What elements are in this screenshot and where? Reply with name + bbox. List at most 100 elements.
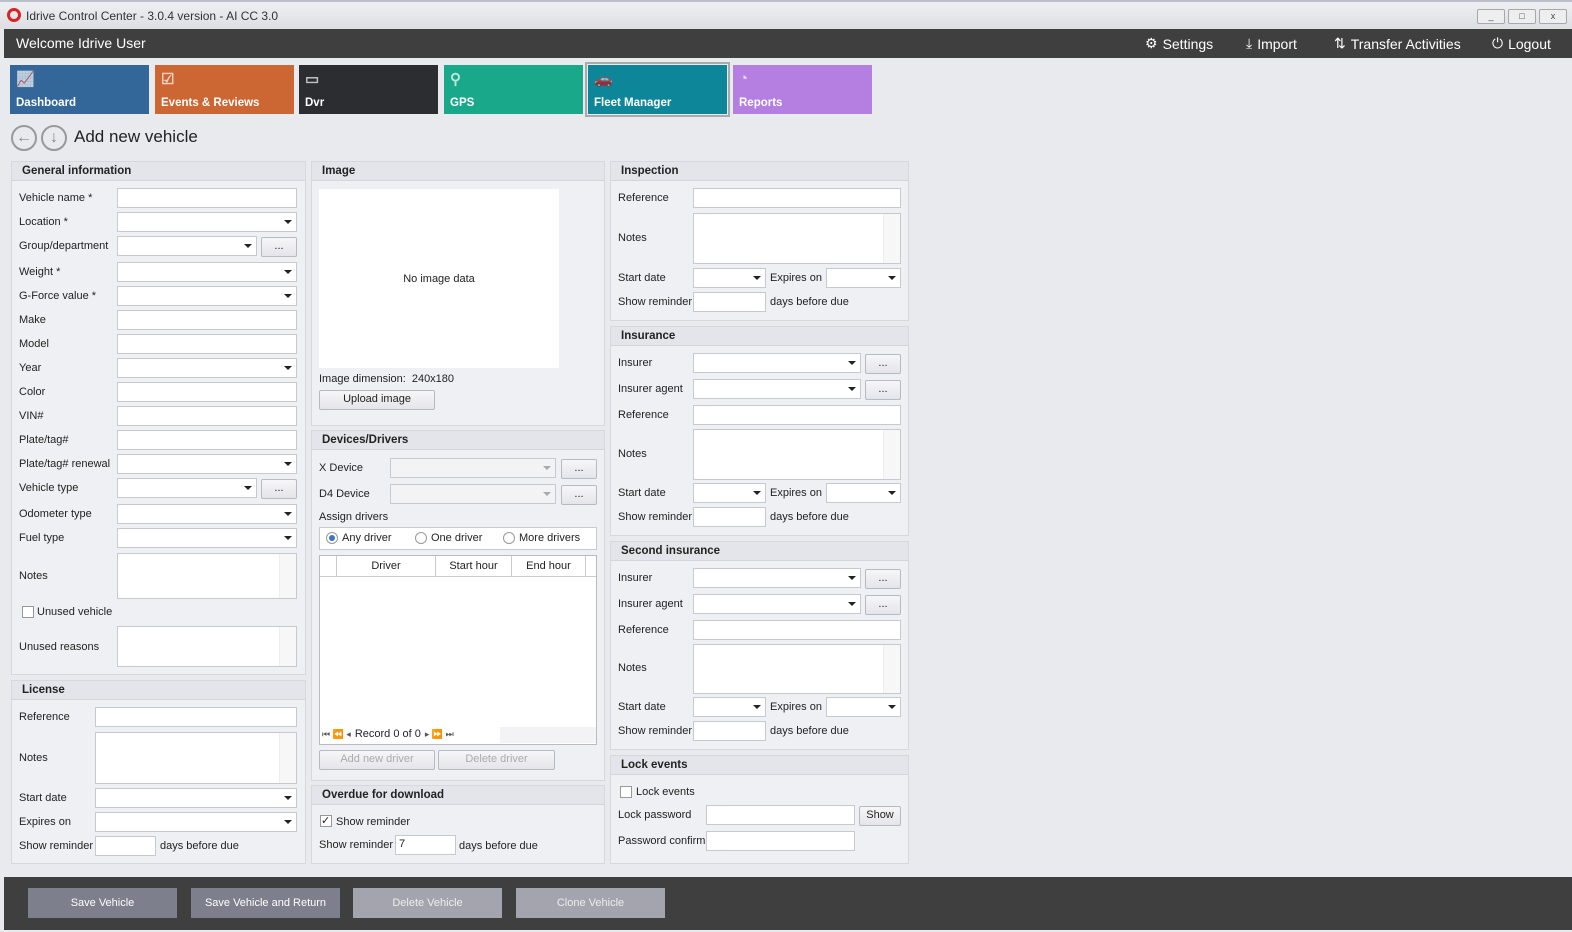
tile-events-reviews[interactable]: ☑ Events & Reviews	[155, 65, 294, 114]
label: Start date	[618, 487, 666, 499]
label: Location *	[19, 216, 68, 228]
one-driver-radio[interactable]	[415, 532, 427, 544]
transfer-activities-button[interactable]: ⇅ Transfer Activities	[1334, 35, 1461, 52]
clone-vehicle-button[interactable]: Clone Vehicle	[516, 888, 665, 918]
year-select[interactable]	[117, 358, 297, 378]
vehicle-type-more-button[interactable]: ...	[261, 479, 297, 499]
insurance-reminder-input[interactable]	[693, 507, 766, 527]
x-device-more-button[interactable]: ...	[561, 459, 597, 479]
label: Reference	[618, 624, 669, 636]
insurance-start-date[interactable]	[693, 483, 766, 503]
upload-image-button[interactable]: Upload image	[319, 390, 435, 410]
insurance-reference-input[interactable]	[693, 405, 901, 425]
inspection-expires-date[interactable]	[826, 268, 901, 288]
insurance-notes-textarea[interactable]	[693, 429, 901, 480]
second-insurance-reference-input[interactable]	[693, 620, 901, 640]
label: Show reminder	[618, 296, 692, 308]
license-expires-date[interactable]	[95, 812, 297, 832]
plate-input[interactable]	[117, 430, 297, 450]
column-start-hour[interactable]: Start hour	[435, 556, 511, 577]
save-vehicle-return-button[interactable]: Save Vehicle and Return	[191, 888, 340, 918]
fuel-select[interactable]	[117, 528, 297, 548]
insurer-more-button[interactable]: ...	[865, 354, 901, 374]
show-reminder-checkbox[interactable]: ✓	[320, 815, 332, 827]
x-device-select[interactable]	[390, 458, 556, 478]
second-insurer-agent-more-button[interactable]: ...	[865, 595, 901, 615]
any-driver-radio[interactable]	[326, 532, 338, 544]
minimize-button[interactable]: _	[1477, 9, 1505, 24]
insurer-agent-select[interactable]	[693, 379, 861, 399]
close-button[interactable]: x	[1539, 9, 1567, 24]
weight-select[interactable]	[117, 262, 297, 282]
gforce-select[interactable]	[117, 286, 297, 306]
overdue-reminder-input[interactable]: 7	[395, 835, 456, 855]
more-drivers-radio[interactable]	[503, 532, 515, 544]
unused-vehicle-checkbox[interactable]	[22, 606, 34, 618]
tile-dashboard[interactable]: 📈 Dashboard	[10, 65, 149, 114]
vehicle-type-select[interactable]	[117, 478, 257, 498]
down-icon[interactable]: ↓	[41, 125, 67, 151]
license-notes-textarea[interactable]	[95, 732, 297, 784]
inspection-reminder-input[interactable]	[693, 292, 766, 312]
insurer-select[interactable]	[693, 353, 861, 373]
delete-driver-button[interactable]: Delete driver	[438, 750, 555, 770]
title-bar: Idrive Control Center - 3.0.4 version - …	[0, 0, 1572, 29]
insurance-expires-date[interactable]	[826, 483, 901, 503]
notes-textarea[interactable]	[117, 553, 297, 599]
color-input[interactable]	[117, 382, 297, 402]
second-insurer-more-button[interactable]: ...	[865, 569, 901, 589]
second-insurer-agent-select[interactable]	[693, 594, 861, 614]
license-reference-input[interactable]	[95, 707, 297, 727]
save-vehicle-button[interactable]: Save Vehicle	[28, 888, 177, 918]
lock-events-checkbox[interactable]	[620, 786, 632, 798]
column-driver[interactable]: Driver	[336, 556, 435, 577]
add-new-driver-button[interactable]: Add new driver	[319, 750, 435, 770]
section-title: Insurance	[611, 327, 908, 346]
image-dimension-value: 240x180	[411, 373, 455, 385]
group-more-button[interactable]: ...	[261, 237, 297, 257]
show-password-button[interactable]: Show	[859, 806, 901, 826]
inspection-reference-input[interactable]	[693, 188, 901, 208]
odometer-select[interactable]	[117, 504, 297, 524]
pie-chart-icon: ◔	[739, 70, 749, 87]
d4-device-more-button[interactable]: ...	[561, 485, 597, 505]
second-insurance-reminder-input[interactable]	[693, 721, 766, 741]
horizontal-scrollbar[interactable]	[500, 727, 596, 743]
tile-fleet-manager[interactable]: 🚗 Fleet Manager	[585, 62, 730, 117]
inspection-notes-textarea[interactable]	[693, 213, 901, 264]
grid-first-prev-nav[interactable]: ⏮ ⏪ ◂	[322, 728, 351, 739]
import-button[interactable]: ⤓ Import	[1246, 35, 1297, 52]
insurer-agent-more-button[interactable]: ...	[865, 380, 901, 400]
d4-device-select[interactable]	[390, 484, 556, 504]
inspection-start-date[interactable]	[693, 268, 766, 288]
second-insurance-start-date[interactable]	[693, 697, 766, 717]
location-select[interactable]	[117, 212, 297, 232]
settings-button[interactable]: ⚙ Settings	[1145, 35, 1214, 52]
unused-reasons-textarea[interactable]	[117, 626, 297, 667]
label: Vehicle type	[19, 482, 79, 494]
delete-vehicle-button[interactable]: Delete Vehicle	[353, 888, 502, 918]
license-reminder-input[interactable]	[95, 836, 156, 856]
make-input[interactable]	[117, 310, 297, 330]
section-title: Devices/Drivers	[312, 431, 604, 450]
tile-gps[interactable]: ⚲ GPS	[444, 65, 583, 114]
group-select[interactable]	[117, 236, 257, 256]
lock-password-input[interactable]	[706, 805, 855, 825]
plate-renewal-select[interactable]	[117, 454, 297, 474]
column-end-hour[interactable]: End hour	[511, 556, 586, 577]
grid-next-last-nav[interactable]: ▸ ⏩ ⏭	[424, 728, 454, 739]
maximize-button[interactable]: □	[1508, 9, 1536, 24]
model-input[interactable]	[117, 334, 297, 354]
password-confirm-input[interactable]	[706, 831, 855, 851]
second-insurer-select[interactable]	[693, 568, 861, 588]
second-insurance-expires-date[interactable]	[826, 697, 901, 717]
vehicle-name-input[interactable]	[117, 188, 297, 208]
tile-reports[interactable]: ◔ Reports	[733, 65, 872, 114]
second-insurance-notes-textarea[interactable]	[693, 644, 901, 694]
back-icon[interactable]: ←	[11, 125, 37, 151]
vin-input[interactable]	[117, 406, 297, 426]
license-start-date[interactable]	[95, 788, 297, 808]
logout-button[interactable]: ⏻ Logout	[1492, 35, 1551, 52]
tile-dvr[interactable]: ▭ Dvr	[299, 65, 438, 114]
label: Notes	[618, 448, 647, 460]
